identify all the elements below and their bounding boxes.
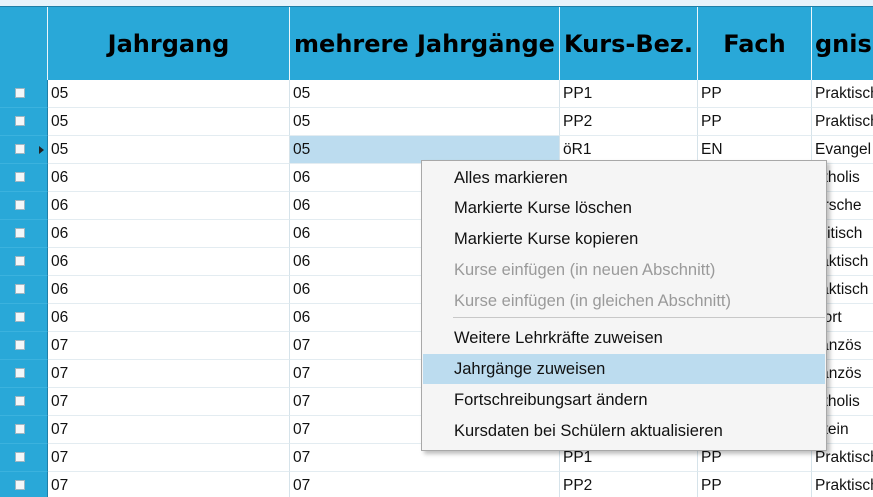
col-header-kurs-bez[interactable]: Kurs-Bez. xyxy=(560,7,698,80)
row-selector[interactable] xyxy=(0,192,48,220)
cell-bezeichnung[interactable]: Praktisch xyxy=(812,80,873,108)
cell-jahrgang[interactable]: 06 xyxy=(48,220,290,248)
context-menu-item[interactable]: Markierte Kurse löschen xyxy=(454,199,632,217)
row-selector[interactable] xyxy=(0,304,48,332)
table-row[interactable]: 07 07 PP1 PP Praktisch xyxy=(0,444,873,472)
col-header-mehrere-jahrgaenge[interactable]: mehrere Jahrgänge xyxy=(290,7,560,80)
context-menu-item[interactable]: Fortschreibungsart ändern xyxy=(454,391,648,409)
col-header-bezeichnung-partial[interactable]: gnis xyxy=(812,7,873,80)
select-all-header[interactable] xyxy=(0,7,48,80)
row-checkbox[interactable] xyxy=(15,396,25,406)
table-row[interactable]: 05 05 öR1 EN Evangel xyxy=(0,136,873,164)
row-selector[interactable] xyxy=(0,416,48,444)
row-selector[interactable] xyxy=(0,220,48,248)
row-checkbox[interactable] xyxy=(15,256,25,266)
row-checkbox[interactable] xyxy=(15,200,25,210)
cell-jahrgang[interactable]: 06 xyxy=(48,304,290,332)
cell-jahrgang[interactable]: 07 xyxy=(48,332,290,360)
cell-jahrgang[interactable]: 06 xyxy=(48,248,290,276)
grid-top-strip xyxy=(0,0,873,6)
cell-bezeichnung[interactable]: raktisch xyxy=(812,276,873,304)
row-checkbox[interactable] xyxy=(15,172,25,182)
row-checkbox[interactable] xyxy=(15,284,25,294)
cell-bezeichnung[interactable]: Praktisch xyxy=(812,108,873,136)
row-checkbox[interactable] xyxy=(15,340,25,350)
context-menu-item[interactable]: Weitere Lehrkräfte zuweisen xyxy=(454,329,663,347)
row-selector[interactable] xyxy=(0,108,48,136)
context-menu-item[interactable]: Markierte Kurse kopieren xyxy=(454,230,639,248)
row-selector[interactable] xyxy=(0,248,48,276)
cell-jahrgang[interactable]: 07 xyxy=(48,416,290,444)
cell-jahrgang[interactable]: 05 xyxy=(48,136,290,164)
col-header-jahrgang[interactable]: Jahrgang xyxy=(48,7,290,80)
row-checkbox[interactable] xyxy=(15,424,25,434)
cell-mehrere-jahrgaenge[interactable]: 05 xyxy=(290,108,560,136)
cell-jahrgang[interactable]: 06 xyxy=(48,164,290,192)
row-checkbox[interactable] xyxy=(15,88,25,98)
row-checkbox[interactable] xyxy=(15,368,25,378)
table-row[interactable]: 07 07 PP2 PP Praktisch xyxy=(0,472,873,497)
current-row-arrow-icon xyxy=(39,146,44,154)
row-selector[interactable] xyxy=(0,136,48,164)
context-menu-item: Kurse einfügen (in gleichen Abschnitt) xyxy=(454,292,732,310)
cell-jahrgang[interactable]: 07 xyxy=(48,388,290,416)
cell-jahrgang[interactable]: 06 xyxy=(48,192,290,220)
cell-fach[interactable]: PP xyxy=(698,80,812,108)
context-menu-item[interactable]: Jahrgänge zuweisen xyxy=(423,354,825,384)
row-selector[interactable] xyxy=(0,332,48,360)
cell-kurs-bez[interactable]: PP2 xyxy=(560,108,698,136)
context-menu-separator xyxy=(453,317,825,318)
cell-bezeichnung[interactable]: Praktisch xyxy=(812,472,873,497)
table-row[interactable]: 05 05 PP2 PP Praktisch xyxy=(0,108,873,136)
row-checkbox[interactable] xyxy=(15,480,25,490)
cell-fach[interactable]: PP xyxy=(698,108,812,136)
grid-header: Jahrgang mehrere Jahrgänge Kurs-Bez. Fac… xyxy=(0,6,873,80)
cell-mehrere-jahrgaenge[interactable]: 07 xyxy=(290,472,560,497)
cell-fach[interactable]: PP xyxy=(698,444,812,472)
context-menu: Alles markieren Markierte Kurse löschen Ma… xyxy=(421,160,827,451)
row-selector[interactable] xyxy=(0,444,48,472)
cell-mehrere-jahrgaenge[interactable]: 05 xyxy=(290,80,560,108)
row-checkbox[interactable] xyxy=(15,144,25,154)
table-row[interactable]: 05 05 PP1 PP Praktisch xyxy=(0,80,873,108)
row-checkbox[interactable] xyxy=(15,116,25,126)
cell-jahrgang[interactable]: 05 xyxy=(48,80,290,108)
row-selector[interactable] xyxy=(0,276,48,304)
cell-kurs-bez[interactable]: PP2 xyxy=(560,472,698,497)
cell-kurs-bez[interactable]: PP1 xyxy=(560,80,698,108)
row-selector[interactable] xyxy=(0,80,48,108)
cell-mehrere-jahrgaenge[interactable]: 07 xyxy=(290,444,560,472)
cell-kurs-bez[interactable]: PP1 xyxy=(560,444,698,472)
cell-jahrgang[interactable]: 06 xyxy=(48,276,290,304)
row-selector[interactable] xyxy=(0,388,48,416)
cell-bezeichnung[interactable]: Praktisch xyxy=(812,444,873,472)
row-selector[interactable] xyxy=(0,164,48,192)
cell-bezeichnung[interactable]: raktisch xyxy=(812,248,873,276)
context-menu-item: Kurse einfügen (in neuen Abschnitt) xyxy=(454,261,716,279)
cell-jahrgang[interactable]: 07 xyxy=(48,472,290,497)
cell-jahrgang[interactable]: 05 xyxy=(48,108,290,136)
row-checkbox[interactable] xyxy=(15,228,25,238)
context-menu-item[interactable]: Kursdaten bei Schülern aktualisieren xyxy=(454,422,723,440)
col-header-fach[interactable]: Fach xyxy=(698,7,812,80)
row-selector[interactable] xyxy=(0,472,48,497)
table-row[interactable]: 06 06 raktisch xyxy=(0,248,873,276)
cell-bezeichnung[interactable]: Evangel xyxy=(812,136,873,164)
context-menu-item[interactable]: Alles markieren xyxy=(454,169,568,187)
cell-fach[interactable]: PP xyxy=(698,472,812,497)
row-selector[interactable] xyxy=(0,360,48,388)
row-checkbox[interactable] xyxy=(15,312,25,322)
cell-jahrgang[interactable]: 07 xyxy=(48,360,290,388)
cell-jahrgang[interactable]: 07 xyxy=(48,444,290,472)
row-checkbox[interactable] xyxy=(15,452,25,462)
